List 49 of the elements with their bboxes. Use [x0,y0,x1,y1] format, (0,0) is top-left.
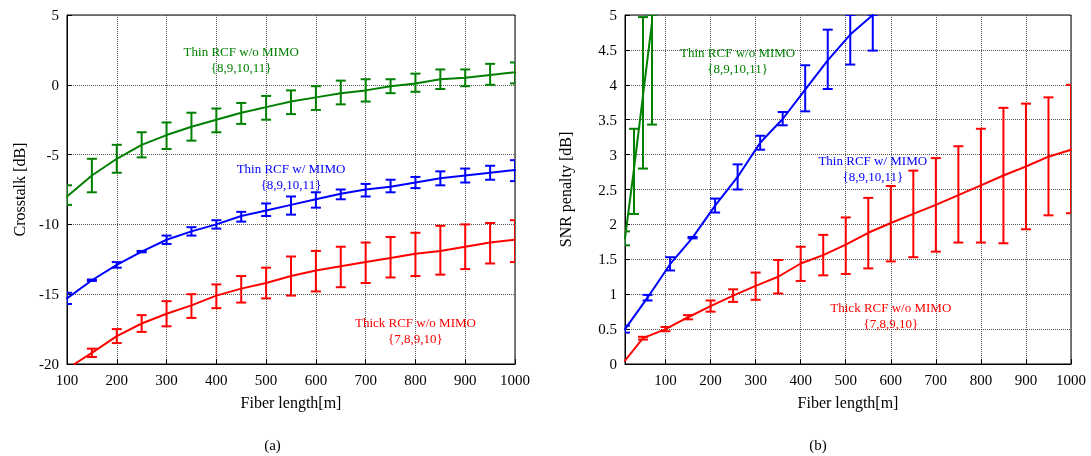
y-tick-label: -15 [39,286,59,303]
x-tick-label: 100 [654,371,677,388]
y-tick-label: 1 [609,286,617,303]
x-tick-label: 500 [834,371,857,388]
x-tick-label: 300 [744,371,767,388]
y-tick-label: 3.5 [598,111,617,128]
x-tick-label: 1000 [1056,371,1086,388]
x-tick-label: 200 [699,371,722,388]
x-tick-label: 400 [205,371,228,388]
x-tick-label: 500 [254,371,278,388]
text: Thin RCF w/ MIMO {8,9,10,11} [818,153,928,185]
y-tick-label: 5 [51,7,59,23]
y-axis-title: SNR penalty [dB] [556,131,575,248]
x-tick-label: 400 [789,371,812,388]
x-tick-label: 200 [105,371,129,388]
x-tick-label: 900 [453,371,477,388]
series-label: Thin RCF w/o MIMO {8,9,10,11} [183,44,299,76]
x-tick-label: 600 [879,371,903,388]
y-tick-label: 4.5 [598,41,617,58]
x-tick-label: 600 [304,371,328,388]
y-axis-title: Crosstalk [dB] [10,142,28,237]
y-tick-label: 1.5 [598,251,617,268]
y-tick-label: 5 [609,7,617,23]
text: Thin RCF w/o MIMO {8,9,10,11} [680,44,796,76]
x-tick-label: 700 [354,371,377,388]
x-tick-label: 300 [155,371,178,388]
x-tick-label: 700 [924,371,948,388]
x-tick-label: 900 [1014,371,1038,388]
y-tick-label: 0 [51,76,59,93]
y-tick-label: -10 [39,216,59,233]
x-tick-label: 100 [55,371,79,388]
y-tick-label: 2 [609,216,617,233]
y-tick-label: 3 [609,146,617,163]
y-tick-label: 0 [609,356,617,372]
text: (b) [809,436,827,454]
y-tick-label: -20 [39,356,59,372]
x-axis-title: Fiber length[m] [240,393,342,412]
x-tick-label: 800 [404,371,427,388]
y-tick-label: 2.5 [598,181,617,198]
x-axis-title: Fiber length[m] [797,393,899,412]
x-tick-label: 800 [969,371,993,388]
y-tick-label: 4 [609,76,618,93]
y-tick-label: -5 [46,146,59,163]
text: (a) [264,436,281,454]
text: Thick RCF w/o MIMO {7,8,9,10} [354,315,476,346]
text: Thick RCF w/o MIMO {7,8,9,10} [830,299,952,331]
series-label: Thin RCF w/ MIMO {8,9,10,11} [236,161,346,193]
x-tick-label: 1000 [500,371,530,388]
y-tick-label: 0.5 [598,321,617,338]
